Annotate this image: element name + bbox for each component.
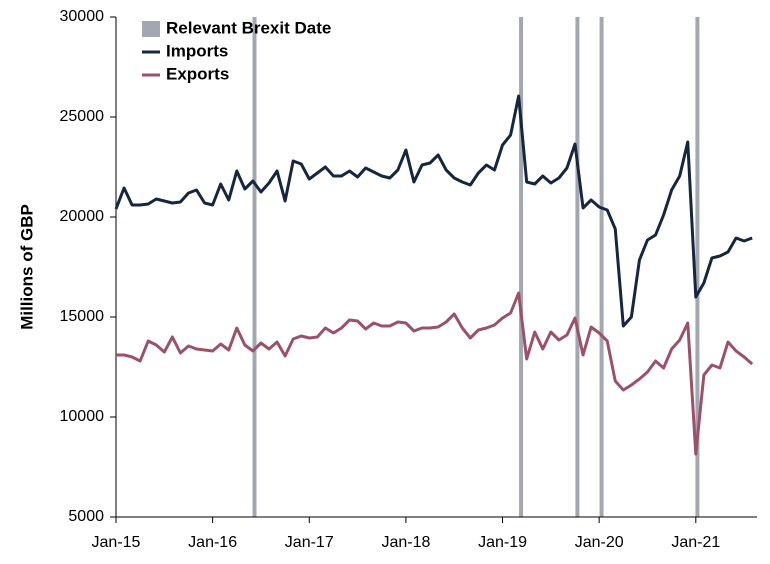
legend-label: Exports bbox=[166, 64, 229, 83]
series-line bbox=[114, 94, 753, 328]
x-tick-label: Jan-19 bbox=[478, 534, 527, 551]
y-tick-label: 20000 bbox=[60, 208, 105, 225]
y-tick-label: 30000 bbox=[60, 8, 105, 25]
x-tick-label: Jan-15 bbox=[92, 534, 141, 551]
y-tick-label: 10000 bbox=[60, 408, 105, 425]
y-tick-label: 15000 bbox=[60, 308, 105, 325]
legend-label: Relevant Brexit Date bbox=[166, 18, 331, 37]
legend-swatch bbox=[142, 21, 160, 37]
x-tick-label: Jan-21 bbox=[671, 534, 720, 551]
legend-label: Imports bbox=[166, 41, 228, 60]
series-line bbox=[116, 291, 754, 456]
y-tick-label: 25000 bbox=[60, 108, 105, 125]
x-tick-label: Jan-18 bbox=[381, 534, 430, 551]
y-axis-label: Millions of GBP bbox=[17, 204, 36, 330]
y-tick-label: 5000 bbox=[68, 508, 104, 525]
x-tick-label: Jan-17 bbox=[285, 534, 334, 551]
x-tick-label: Jan-16 bbox=[188, 534, 237, 551]
x-tick-label: Jan-20 bbox=[575, 534, 624, 551]
